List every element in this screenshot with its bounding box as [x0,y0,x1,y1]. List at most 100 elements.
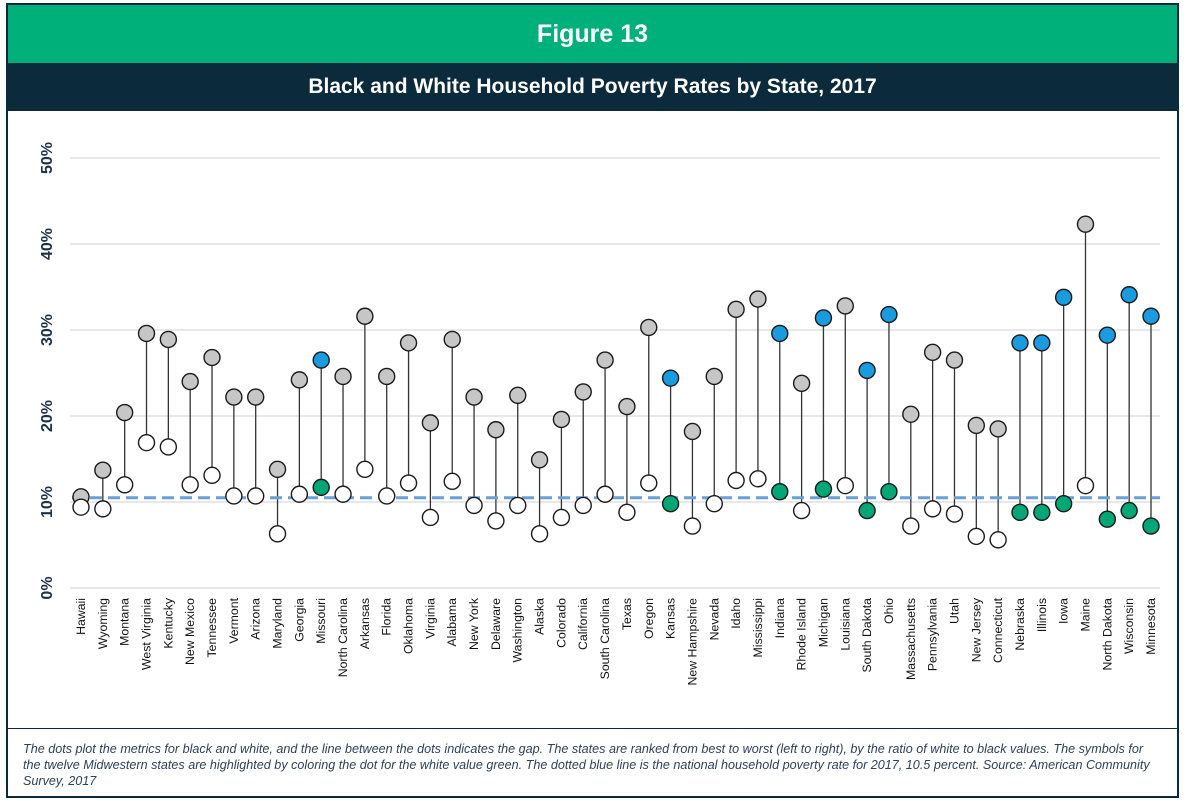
gridlines [70,157,1160,589]
state-label: Virginia [423,598,437,639]
black-rate-dot [683,422,702,441]
black-rate-dot [356,307,374,325]
black-rate-dot [94,461,112,479]
black-rate-dot [902,405,920,423]
white-rate-dot [399,474,418,492]
y-tick-label: 30% [39,314,56,346]
white-rate-dot [334,485,352,503]
white-rate-dot [137,433,156,452]
state-label: Florida [380,598,394,636]
state-label: North Carolina [336,598,350,677]
white-rate-dot [836,476,854,495]
figure-label: Figure 13 [8,5,1177,63]
y-tick-label: 50% [39,142,56,174]
white-rate-dot [1054,495,1073,513]
white-rate-dot [727,471,745,490]
state-label: Alabama [445,598,459,647]
black-rate-dot [771,324,789,343]
state-label: Delaware [489,598,503,650]
black-rate-dot [967,416,986,435]
black-rate-dot [1120,286,1138,304]
white-rate-dot [225,487,243,505]
black-rate-dot [727,300,745,319]
black-rate-dot [1076,215,1095,233]
state-label: Michigan [816,598,830,647]
dot-range-chart: 0% 10% 20% 30% 40% 50% Hawaii Wyoming Montana We… [39,142,1160,685]
black-rate-dot [858,361,876,380]
black-rate-dot [290,371,309,389]
black-rate-dot [487,421,505,439]
black-rate-dot [814,309,833,327]
state-label: Ohio [882,598,896,624]
state-label: Arkansas [358,598,372,649]
white-rate-dot [509,496,527,515]
y-tick-label: 0% [39,576,56,599]
state-label: Rhode Island [795,598,809,671]
black-rate-dot [945,351,964,369]
chart-title: Black and White Household Poverty Rates … [8,63,1177,111]
black-rate-dot [334,367,352,386]
white-rate-dot [552,508,571,527]
white-rate-dot [705,495,723,513]
state-label: Oregon [642,598,656,639]
black-rate-dot [115,403,134,422]
white-rate-dot [596,485,614,503]
white-rate-dot [574,496,592,515]
black-rate-dot [465,388,483,406]
black-rate-dot [399,334,418,352]
black-rate-dot [705,367,723,386]
state-label: West Virginia [140,598,154,670]
state-label: Louisiana [838,598,852,651]
black-rate-dot [618,397,636,416]
white-rate-dot [1098,510,1117,528]
black-rate-dot [159,330,178,349]
black-rate-dot [1098,326,1117,344]
data-dots [72,215,1160,549]
black-rate-dot [137,324,156,343]
state-label: Texas [620,598,634,630]
white-rate-dot [640,474,658,492]
state-label: Iowa [1057,598,1071,624]
white-rate-dot [749,470,767,488]
state-label: Hawaii [74,598,88,635]
white-rate-dot [989,531,1007,549]
white-rate-dot [94,500,112,518]
state-label: Kansas [664,598,678,639]
state-label: Pennsylvania [926,598,940,671]
white-rate-dot [487,512,505,530]
figure-caption: The dots plot the metrics for black and … [8,728,1177,796]
white-rate-dot [683,517,702,535]
black-rate-dot [225,388,243,406]
black-rate-dot [312,351,330,369]
black-rate-dot [203,348,221,367]
y-tick-label: 40% [39,228,56,260]
black-rate-dot [574,383,592,401]
black-rate-dot [1033,334,1051,352]
y-tick-label: 10% [39,486,56,518]
figure-frame: Figure 13 Black and White Household Pove… [6,3,1179,798]
white-rate-dot [792,501,811,520]
white-rate-dot [443,472,461,491]
state-label: Utah [947,598,961,624]
white-rate-dot [203,466,221,485]
white-rate-dot [181,476,199,494]
state-label: Nebraska [1013,598,1027,651]
white-rate-dot [902,517,920,535]
white-rate-dot [1011,503,1029,522]
black-rate-dot [989,420,1007,438]
white-rate-dot [465,496,483,515]
white-rate-dot [421,508,440,527]
black-rate-dot [268,460,287,479]
white-rate-dot [880,482,898,501]
white-rate-dot [923,500,942,518]
black-rate-dot [246,388,265,406]
white-rate-dot [1076,476,1095,495]
white-rate-dot [72,498,90,516]
white-rate-dot [967,527,986,546]
state-label: Missouri [314,598,328,644]
white-rate-dot [312,478,330,497]
black-rate-dot [749,290,767,308]
state-label: Wyoming [96,598,110,649]
white-rate-dot [1033,503,1051,522]
state-label: Connecticut [991,597,1005,663]
